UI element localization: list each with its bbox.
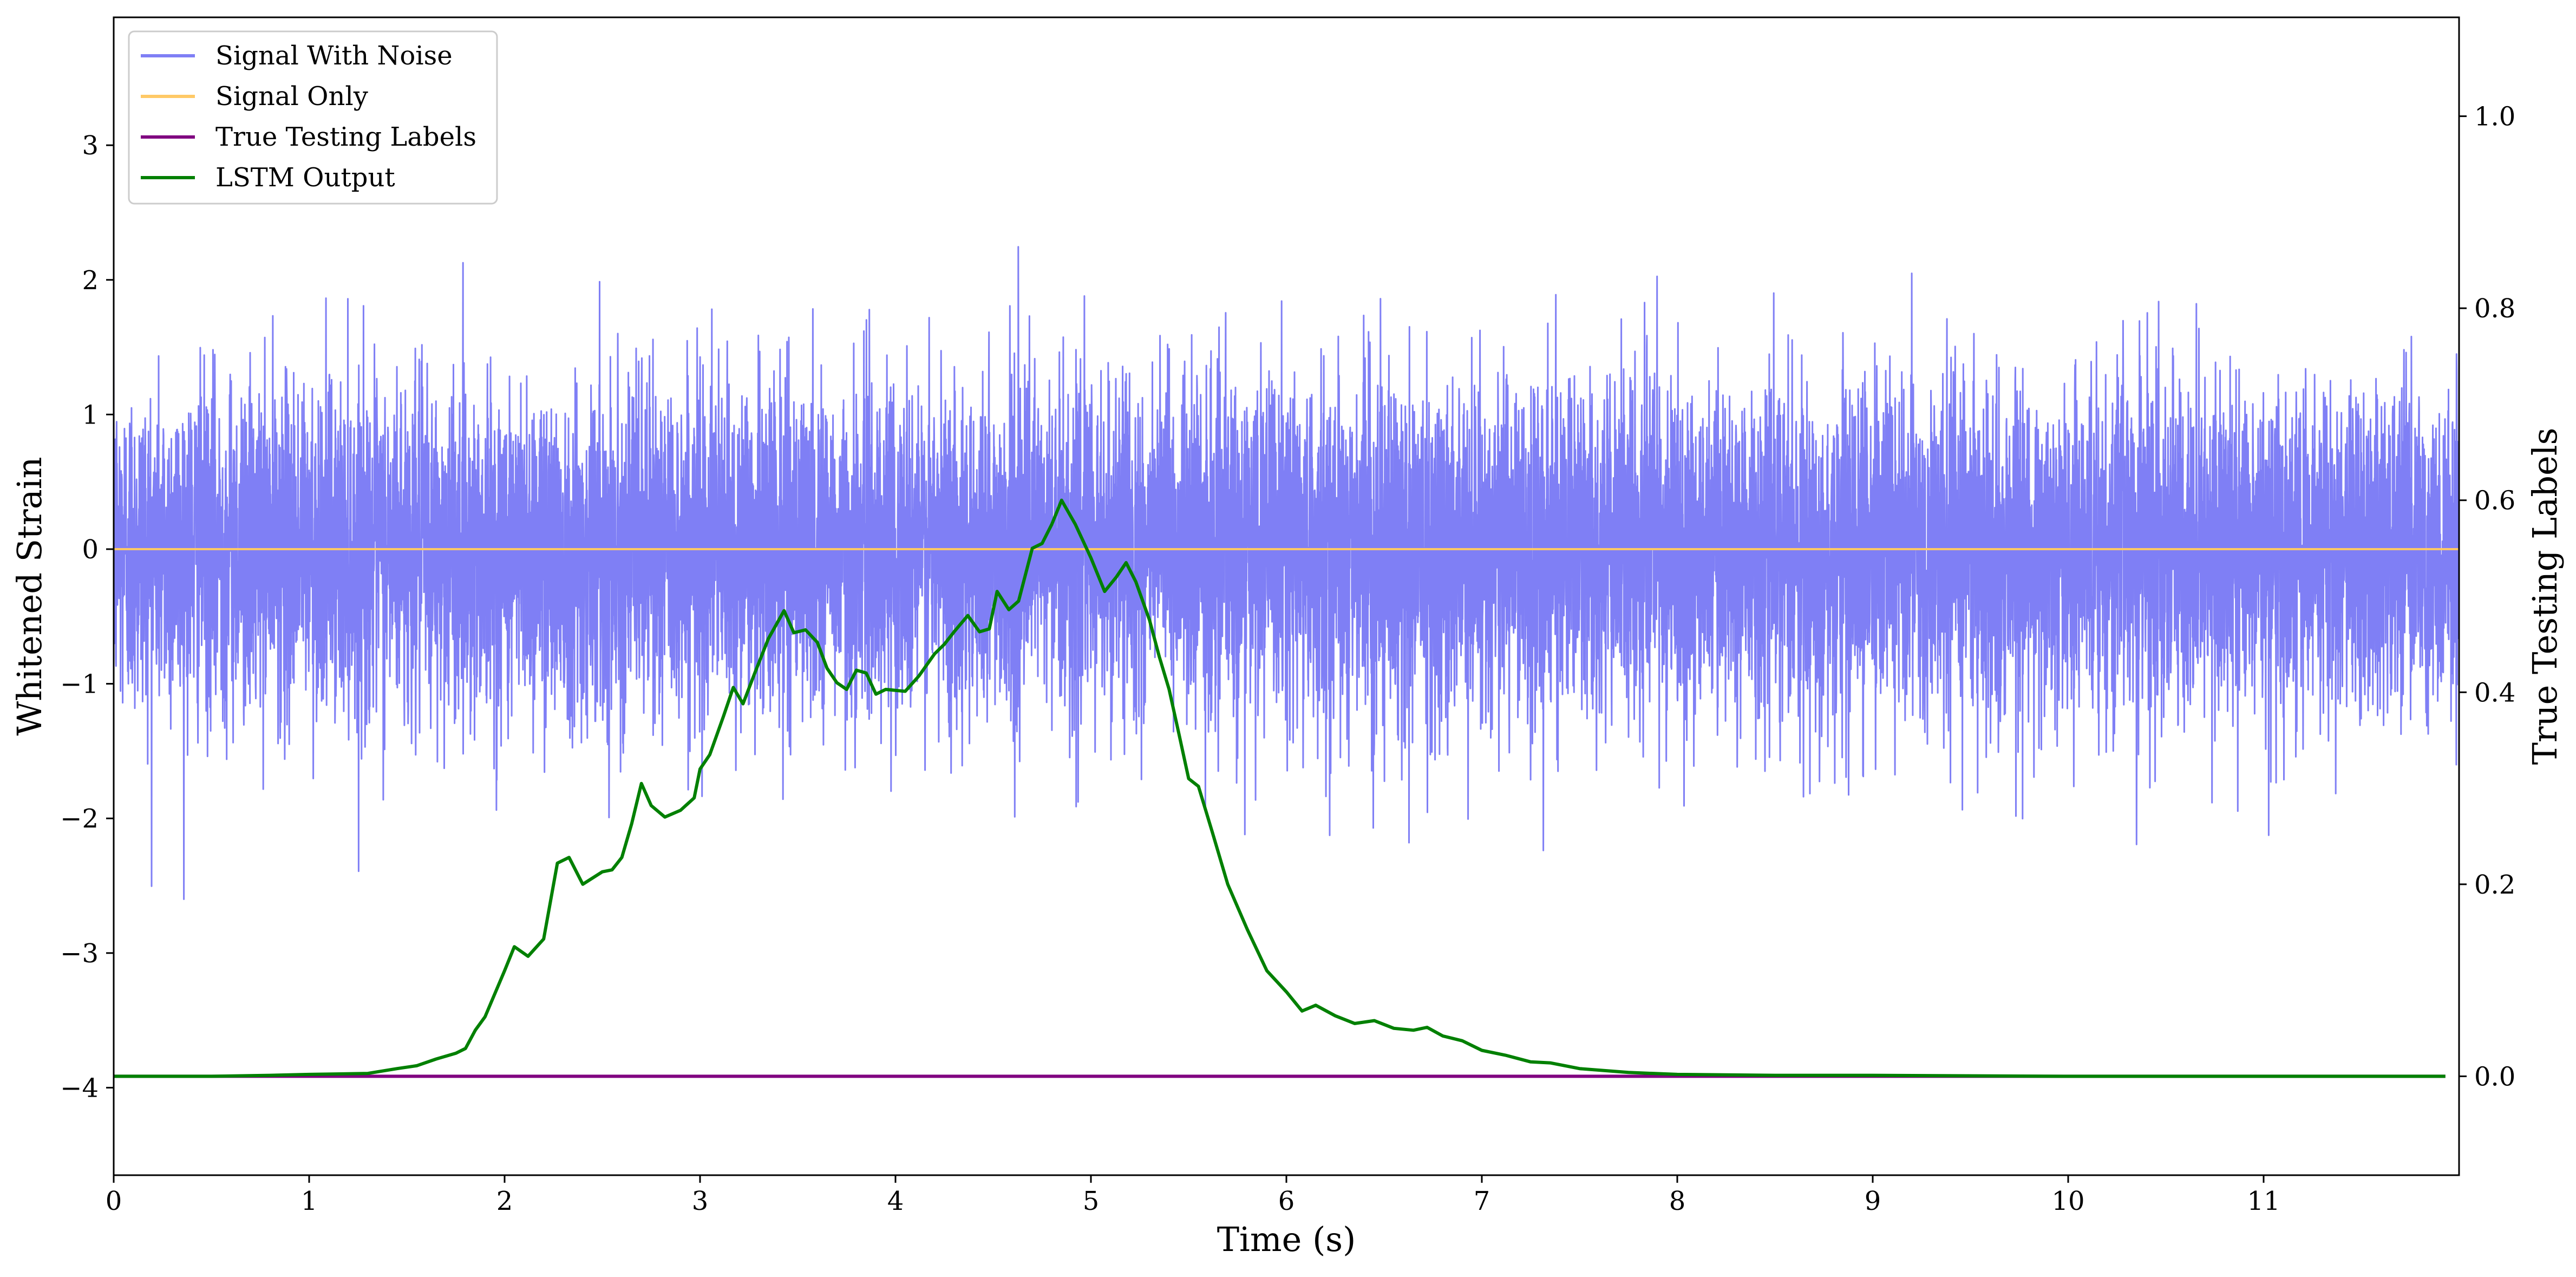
y-left-tick-label: 1 [82,400,99,430]
legend-label: True Testing Labels [215,122,476,152]
y-left-tick-label: 3 [82,131,99,161]
y-left-tick-label: −3 [60,939,99,969]
legend-label: LSTM Output [215,162,395,193]
x-tick-label: 5 [1083,1186,1100,1216]
y-axis-left-title: Whitened Strain [10,457,49,736]
x-tick-label: 1 [301,1186,318,1216]
series-signal-with-noise [114,246,2459,900]
x-tick-label: 6 [1278,1186,1295,1216]
legend-label: Signal Only [215,81,368,112]
y-right-tick-label: 0.8 [2474,294,2515,324]
axes: 0 1 2 3 4 5 6 7 8 9 10 113210−1−2−3−41.00.80.60.40.… [60,16,2515,1216]
x-axis-title: Time (s) [1217,1220,1356,1259]
y-right-tick-label: 1.0 [2474,102,2515,132]
y-right-tick-label: 0.0 [2474,1061,2515,1092]
x-tick-label: 3 [692,1186,709,1216]
x-tick-label: 7 [1474,1186,1490,1216]
x-tick-label: 0 [106,1186,122,1216]
y-left-tick-label: 2 [82,265,99,296]
legend-box [128,30,498,205]
series-lstm-output [114,498,2446,1078]
x-tick-label: 2 [496,1186,513,1216]
y-right-tick-label: 0.4 [2474,677,2515,708]
x-tick-label: 11 [2247,1186,2280,1216]
y-left-tick-label: 0 [82,535,99,565]
x-tick-label: 8 [1669,1186,1686,1216]
y-right-tick-label: 0.6 [2474,486,2515,516]
y-left-tick-label: −4 [60,1073,99,1103]
x-tick-label: 10 [2051,1186,2084,1216]
x-tick-label: 9 [1865,1186,1881,1216]
y-axis-right-title: True Testing Labels [2525,428,2565,765]
legend: Signal With Noise Signal Only True Testing… [128,30,498,205]
y-left-tick-label: −2 [60,804,99,834]
y-left-tick-label: −1 [60,669,99,700]
x-tick-label: 4 [887,1186,904,1216]
plot-area [114,246,2459,1078]
legend-label: Signal With Noise [215,41,453,71]
y-right-tick-label: 0.2 [2474,870,2515,900]
